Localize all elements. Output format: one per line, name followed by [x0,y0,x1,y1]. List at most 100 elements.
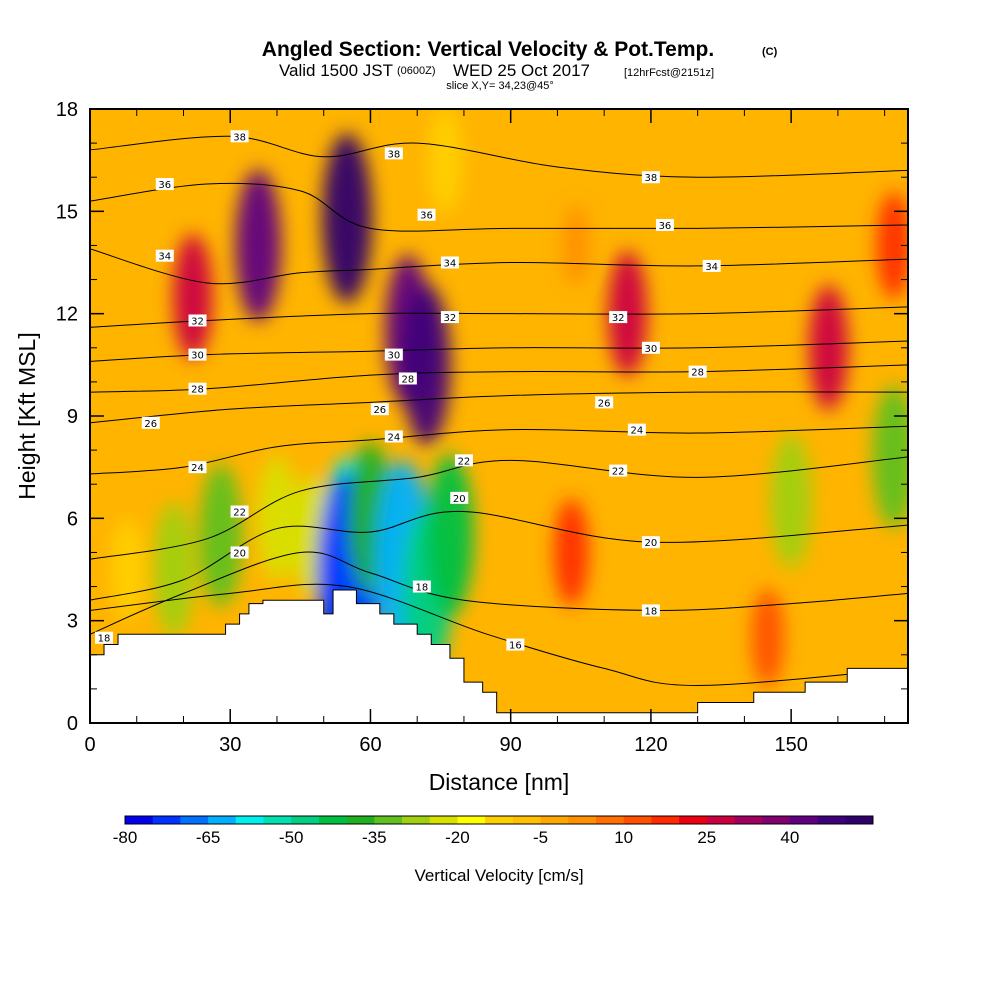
svg-text:18: 18 [98,634,111,645]
svg-text:34: 34 [705,262,718,273]
svg-text:20: 20 [453,494,466,505]
svg-text:26: 26 [144,419,157,430]
velocity-cell-14 [235,169,282,322]
y-tick-label: 9 [67,406,78,428]
colorbar-tick-label: -65 [196,828,221,847]
background-field [90,109,908,723]
velocity-cell-20 [876,191,908,299]
contour-label: 22 [230,505,249,519]
velocity-cell-13 [173,234,213,360]
colorbar-swatch [817,816,846,824]
y-tick-label: 18 [56,99,78,121]
colorbar-swatch [152,816,181,824]
y-tick-label: 12 [56,304,78,326]
colorbar-label: Vertical Velocity [cm/s] [414,866,583,885]
contour-label: 32 [440,311,459,324]
velocity-cell-15 [322,133,373,304]
contour-label: 36 [655,218,674,232]
contour-label: 30 [384,348,403,362]
colorbar-tick-label: -35 [362,828,387,847]
colorbar-swatch [318,816,348,824]
isentrope-30 [90,340,908,362]
contour-label: 32 [609,311,628,324]
isentrope-26 [90,391,908,424]
svg-text:28: 28 [191,385,204,396]
contour-label: 34 [702,259,721,273]
svg-text:24: 24 [387,432,400,443]
colorbar-swatch [845,816,874,824]
contour-label: 20 [450,491,469,505]
colorbar-tick-label: 25 [697,828,716,847]
svg-text:36: 36 [420,211,433,222]
colorbar-swatch [180,816,209,824]
colorbar-swatch [706,816,735,824]
velocity-cell-22 [751,588,784,687]
velocity-cell-24 [562,205,591,286]
colorbar-swatch [512,816,542,824]
x-tick-label: 150 [774,734,807,756]
chart-slice-info: slice X,Y= 34,23@45° [446,80,554,92]
contour-label: 38 [384,147,403,160]
contour-label: 36 [417,208,436,222]
svg-text:32: 32 [191,316,204,327]
colorbar-swatch [125,816,154,824]
svg-text:22: 22 [458,456,471,467]
contour-label: 24 [627,423,646,437]
contour-label: 26 [141,416,160,430]
svg-text:18: 18 [645,606,658,617]
chart-subtitle-valid: Valid 1500 JST [279,61,393,80]
colorbar-swatch [623,816,652,824]
isentrope-36 [90,182,908,232]
contour-label: 36 [155,178,174,191]
velocity-cell-12 [872,385,908,529]
isentrope-20 [90,511,908,601]
y-tick-label: 6 [67,508,78,530]
svg-text:36: 36 [158,180,171,191]
x-tick-label: 90 [500,734,522,756]
contour-label: 38 [230,130,249,143]
x-tick-label: 30 [219,734,241,756]
contour-label: 34 [440,256,459,270]
svg-text:30: 30 [191,351,204,362]
colorbar: -80 -65 -50 -35 -20 -5 10 25 40 [113,815,874,847]
contour-label: 32 [188,314,207,327]
contour-label: 18 [641,604,660,617]
colorbar-tick-label: -20 [445,828,470,847]
chart-subtitle-fcst: [12hrFcst@2151z] [624,67,714,79]
contour-label: 38 [641,171,660,184]
svg-text:34: 34 [444,259,457,270]
contour-label: 28 [188,382,207,396]
svg-text:32: 32 [612,313,625,324]
svg-text:34: 34 [158,252,171,263]
svg-text:24: 24 [191,463,204,474]
velocity-cell-10 [426,454,474,616]
velocity-cell-2 [199,463,243,607]
colorbar-swatch [346,816,375,824]
colorbar-swatch [457,816,486,824]
colorbar-tick-label: 10 [614,828,633,847]
isentrope-18 [90,551,908,635]
svg-text:22: 22 [233,508,246,519]
svg-text:22: 22 [612,467,625,478]
colorbar-swatch [540,816,569,824]
contour-label: 28 [398,372,417,385]
x-axis-label: Distance [nm] [429,769,570,795]
chart-subtitle-utc: (0600Z) [397,65,436,77]
y-tick-label: 3 [67,611,78,633]
contour-label: 20 [641,536,660,549]
colorbar-swatch [374,816,403,824]
contour-labels: 38 38 38 36 36 36 34 34 34 32 32 32 30 30 30 28 28 28 26 26… [95,130,721,652]
x-tick-label: 120 [634,734,667,756]
colorbar-swatch [595,816,625,824]
contour-label: 34 [155,249,174,263]
colorbar-tick-label: -80 [113,828,138,847]
colorbar-swatch [263,816,292,824]
isentrope-16 [90,583,908,686]
colorbar-swatch [568,816,597,824]
colorbar-swatch [651,816,680,824]
svg-text:30: 30 [645,344,658,355]
contour-label: 30 [188,348,207,362]
contour-label: 20 [230,546,249,559]
